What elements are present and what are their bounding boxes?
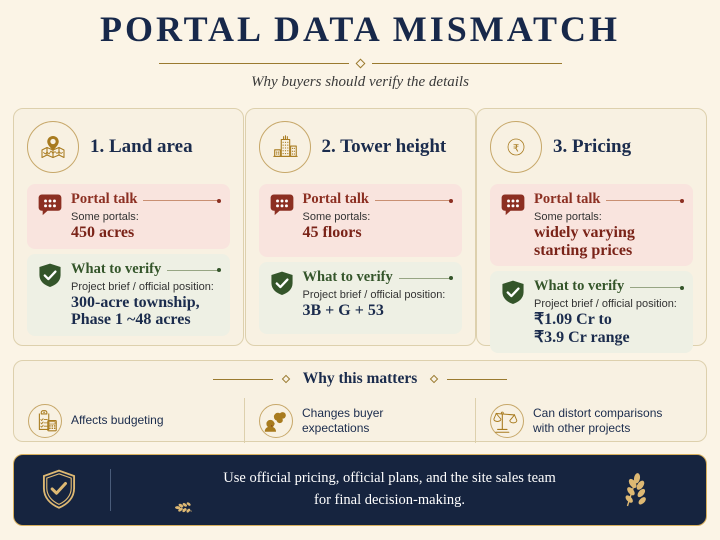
svg-text:₹: ₹ [513,144,519,155]
